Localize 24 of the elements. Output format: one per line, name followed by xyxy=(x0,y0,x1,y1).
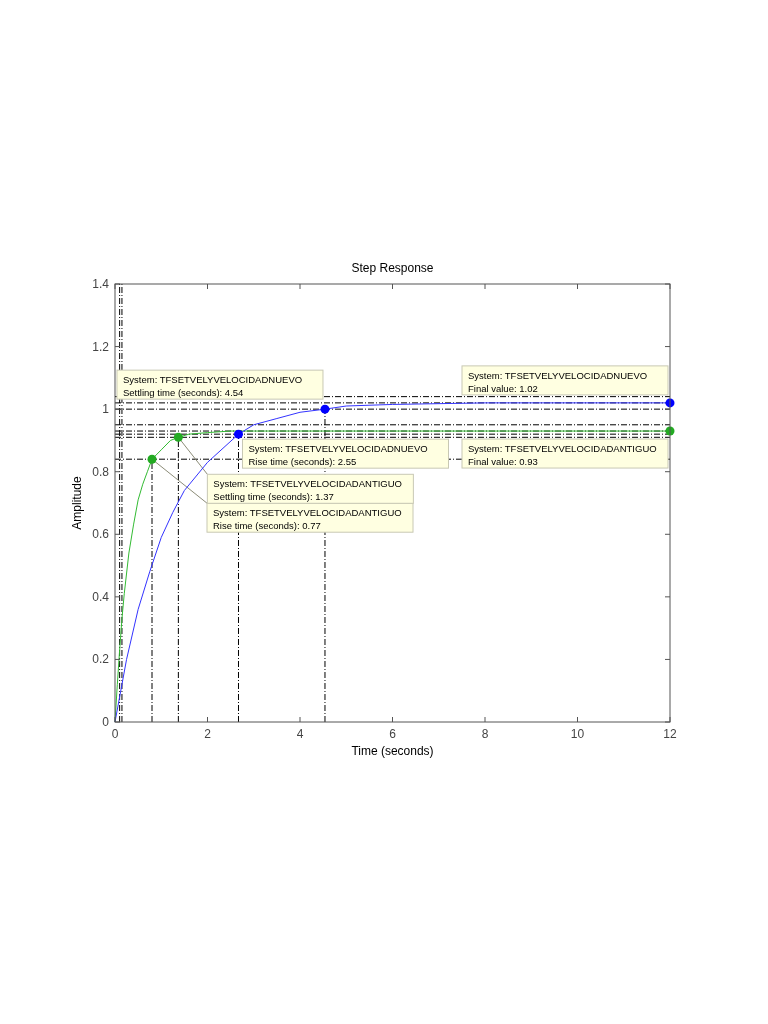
x-tick-label: 8 xyxy=(481,727,489,741)
x-tick-label: 2 xyxy=(204,727,212,741)
y-tick-label: 1.4 xyxy=(92,277,110,291)
x-tick-label: 0 xyxy=(111,727,119,741)
y-tick-label: 0.2 xyxy=(92,652,110,667)
annotation: System: TFSETVELYVELOCIDADANTIGUO Final value: 0.93 xyxy=(468,443,657,468)
annotation: System: TFSETVELYVELOCIDADNUEVO Final value: 1.02 xyxy=(468,369,648,394)
annotation: System: TFSETVELYVELOCIDADNUEVO Rise time (seconds): 2.55 xyxy=(248,443,428,468)
y-tick-label: 0.4 xyxy=(92,589,110,604)
y-tick-label: 1 xyxy=(102,402,110,417)
annotation: System: TFSETVELYVELOCIDADANTIGUO Settling time (seconds): 1.37 xyxy=(213,478,402,503)
y-axis-title: Amplitude xyxy=(70,476,84,530)
x-tick-label: 6 xyxy=(389,727,397,741)
x-tick-label: 4 xyxy=(296,727,304,741)
y-tick-label: 0 xyxy=(102,715,110,729)
y-tick-label: 0.8 xyxy=(92,464,110,479)
y-tick-label: 1.2 xyxy=(92,339,110,354)
y-tick-label: 0.6 xyxy=(92,527,110,542)
x-tick-label: 10 xyxy=(570,727,585,741)
chart-title: Step Response xyxy=(351,261,434,275)
annotation: System: TFSETVELYVELOCIDADNUEVO Settling time (seconds): 4.54 xyxy=(122,374,303,399)
x-tick-label: 12 xyxy=(663,727,677,741)
x-axis-title: Time (seconds) xyxy=(351,744,434,758)
annotation: System: TFSETVELYVELOCIDADANTIGUO Rise time (seconds): 0.77 xyxy=(213,507,402,532)
